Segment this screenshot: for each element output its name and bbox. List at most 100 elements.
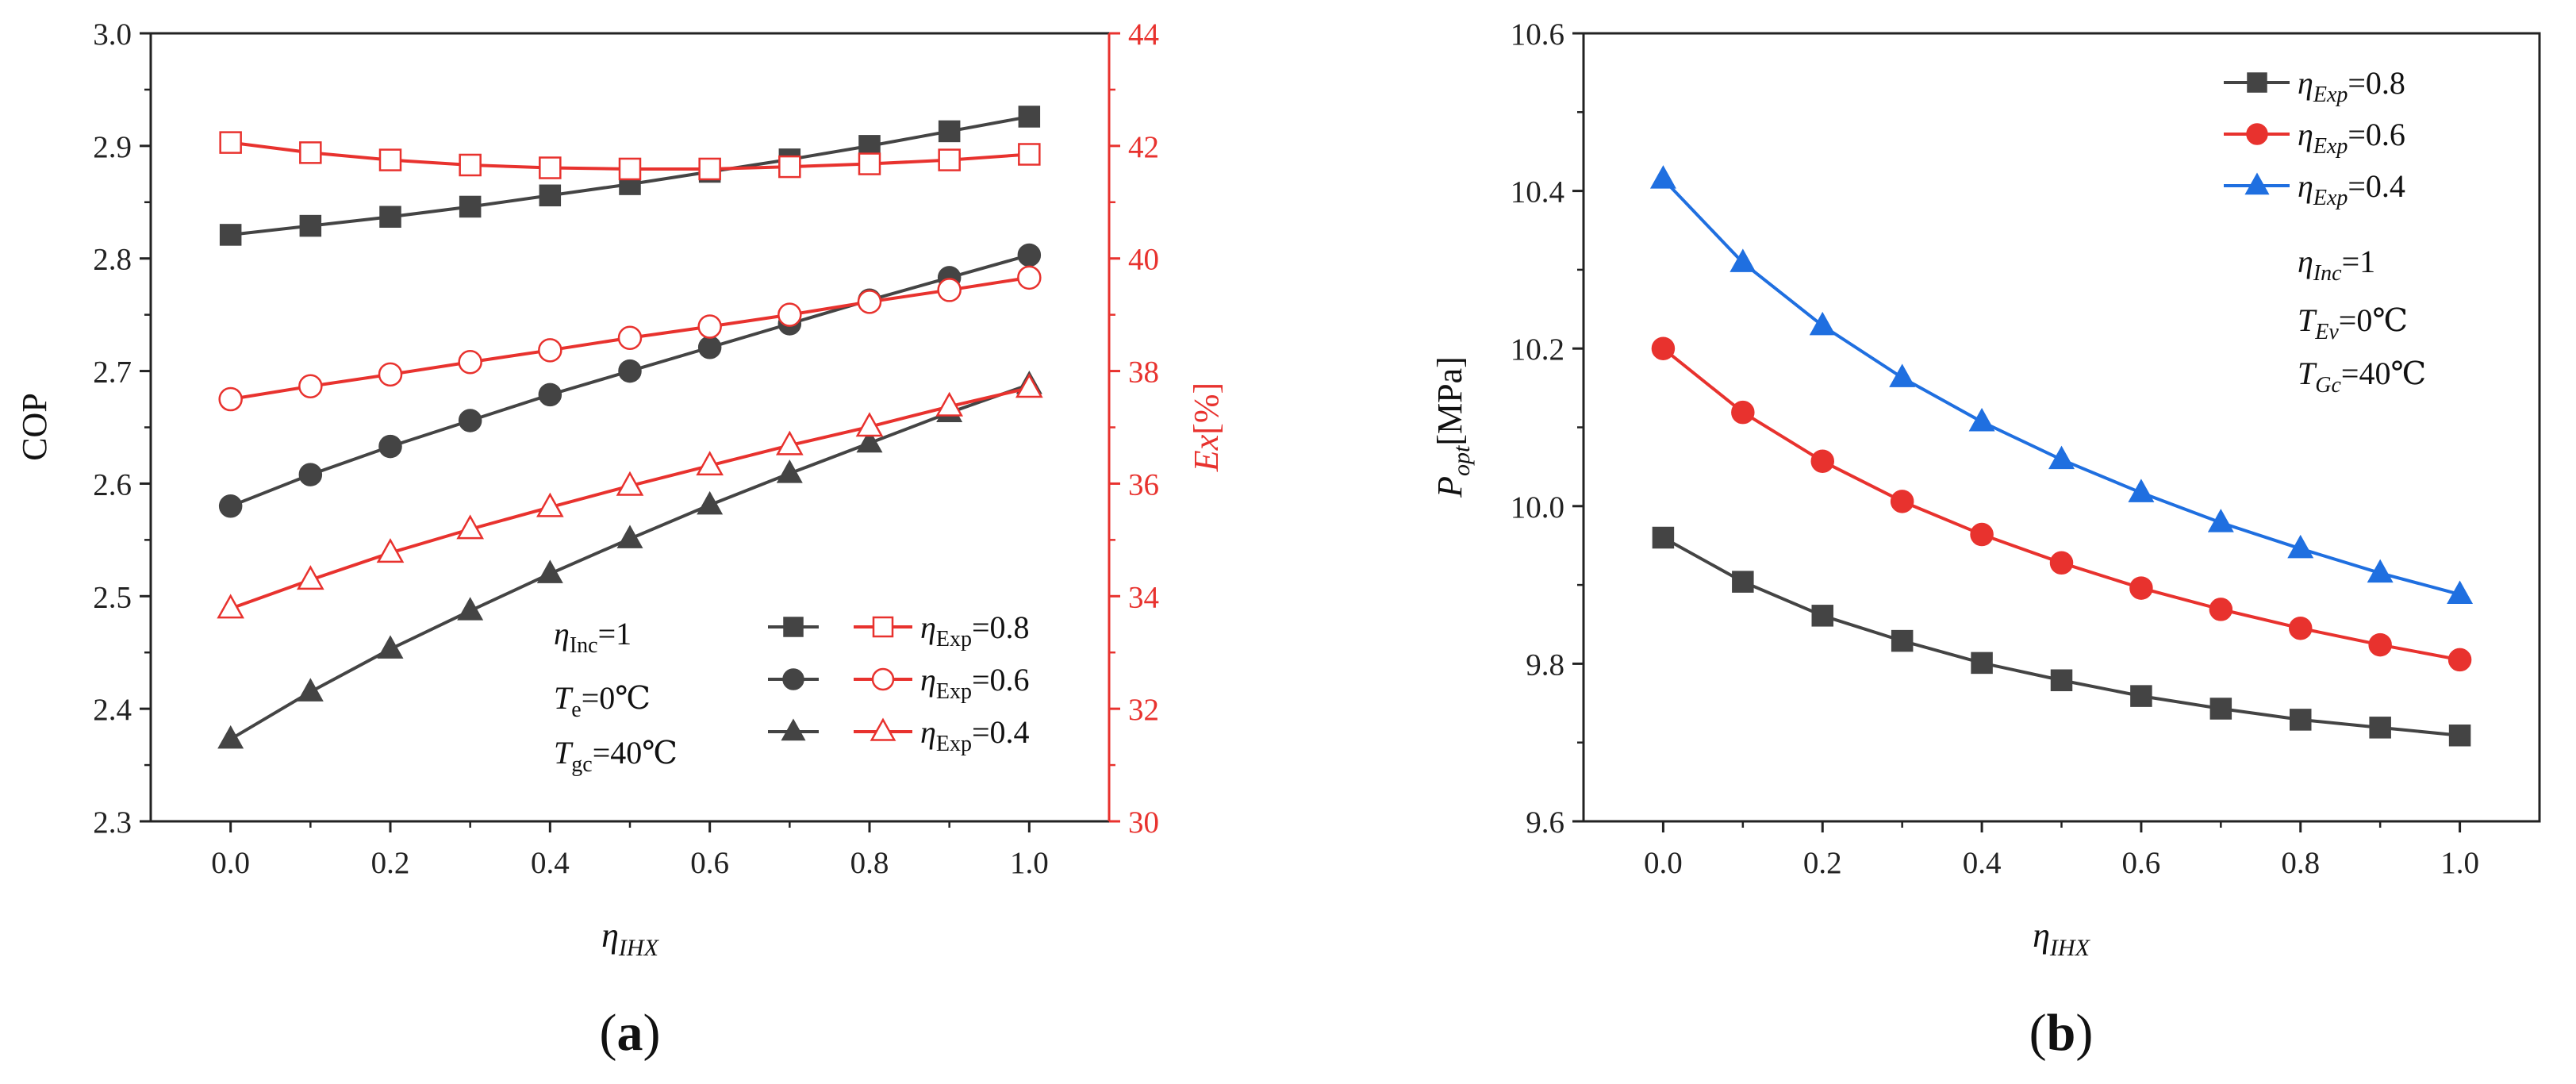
data-point <box>1968 408 1995 432</box>
x-tick-label: 0.0 <box>1644 846 1683 880</box>
data-point <box>2207 509 2234 532</box>
data-point <box>855 412 884 437</box>
data-point <box>2290 709 2312 731</box>
legend-b-entry-2: ηExp=0.6 <box>2298 117 2405 159</box>
annotation-tgc: Tgc=40℃ <box>554 735 678 777</box>
chart-b-ylabel: Popt[MPa] <box>1430 356 1475 498</box>
data-point <box>937 278 962 302</box>
legend-a-entry-3: ηExp=0.4 <box>920 714 1030 756</box>
data-point <box>299 214 322 237</box>
x-tick-label: 0.2 <box>1803 846 1842 880</box>
data-point <box>1889 363 1916 387</box>
y-tick-label: 10.2 <box>1511 333 1564 367</box>
data-point <box>299 141 322 164</box>
data-point <box>219 224 242 246</box>
legend-a-marker-ex <box>871 667 895 691</box>
y-tick-label: 2.7 <box>93 356 132 390</box>
y-tick-label: 32 <box>1128 693 1159 727</box>
data-point <box>219 131 242 154</box>
data-point <box>2289 616 2313 640</box>
legend-b-marker <box>2244 172 2270 195</box>
data-point <box>2287 534 2314 559</box>
chart-b-legend: ηExp=0.8 ηExp=0.6 ηExp=0.4 <box>2224 65 2405 210</box>
data-point <box>377 635 404 659</box>
data-point <box>857 290 882 314</box>
legend-a-entry-2: ηExp=0.6 <box>920 662 1030 704</box>
data-point <box>2209 598 2233 621</box>
data-point <box>938 120 961 143</box>
data-point <box>776 459 803 483</box>
chart-b-y-ticks: 9.6 9.8 10.0 10.2 10.4 10.6 <box>1511 17 1584 840</box>
chart-b-xlabel: ηIHX <box>2033 916 2090 961</box>
data-point <box>538 338 562 363</box>
y-tick-label: 10.4 <box>1511 175 1564 209</box>
chart-a-ylabel-right: Ex[%] <box>1187 382 1226 472</box>
chart-b-x-ticks: 0.0 0.2 0.4 0.6 0.8 1.0 <box>1644 821 2479 880</box>
data-point <box>2368 632 2392 657</box>
data-point <box>1811 605 1833 627</box>
data-point <box>2049 551 2074 575</box>
data-point <box>217 594 244 619</box>
legend-a-entry-1: ηExp=0.8 <box>920 609 1030 652</box>
data-point <box>1970 522 1994 547</box>
data-point <box>536 492 564 517</box>
data-point <box>1971 652 1993 675</box>
data-point <box>1017 243 1042 267</box>
data-point <box>2129 576 2153 600</box>
legend-a-marker-cop <box>782 668 804 690</box>
data-point <box>698 157 721 181</box>
data-point <box>297 565 324 590</box>
data-point <box>379 206 401 228</box>
x-tick-label: 0.8 <box>2281 846 2320 880</box>
y-tick-label: 34 <box>1128 580 1159 614</box>
y-tick-label: 44 <box>1128 17 1159 52</box>
data-point <box>298 463 323 486</box>
series-line <box>229 386 1030 610</box>
x-tick-label: 1.0 <box>2440 846 2479 880</box>
legend-b-entry-3: ηExp=0.4 <box>2298 168 2405 210</box>
data-point <box>1890 490 1914 513</box>
legend-b-entry-1: ηExp=0.8 <box>2298 65 2405 107</box>
data-point <box>459 195 482 218</box>
chart-a-x-ticks: 0.0 0.2 0.4 0.6 0.8 1.0 <box>211 821 1049 880</box>
data-point <box>217 725 244 749</box>
data-point <box>298 374 323 398</box>
y-tick-label: 10.6 <box>1511 17 1564 52</box>
legend-a-marker-cop <box>783 617 804 637</box>
data-point <box>935 391 963 417</box>
chart-b-series <box>1649 165 2474 747</box>
data-point <box>456 514 484 540</box>
y-tick-label: 36 <box>1128 467 1159 502</box>
data-point <box>218 494 243 518</box>
data-point <box>1017 265 1042 290</box>
data-point <box>378 148 402 171</box>
chart-a-series <box>217 106 1043 749</box>
data-point <box>778 155 801 179</box>
data-point <box>616 525 643 548</box>
data-point <box>1809 311 1836 336</box>
chart-a: 0.0 0.2 0.4 0.6 0.8 1.0 2.3 2.4 2.5 2.6 2.7 2.8 2.9… <box>15 17 1226 1062</box>
y-tick-label: 2.5 <box>93 580 132 614</box>
data-point <box>1810 449 1834 473</box>
data-point <box>618 359 642 383</box>
annotation-tgc-b: TGc=40℃ <box>2298 356 2426 398</box>
data-point <box>2447 580 2474 604</box>
data-point <box>856 429 883 453</box>
x-tick-label: 1.0 <box>1010 846 1049 880</box>
y-tick-label: 2.4 <box>93 693 132 727</box>
x-tick-label: 0.0 <box>211 846 250 880</box>
legend-b-marker <box>2246 123 2268 145</box>
data-point <box>1649 165 1676 189</box>
data-point <box>1018 143 1041 166</box>
data-point <box>696 451 724 476</box>
y-tick-label: 30 <box>1128 805 1159 840</box>
y-tick-label: 10.0 <box>1511 490 1564 525</box>
annotation-te: Te=0℃ <box>554 680 651 722</box>
x-tick-label: 0.2 <box>371 846 410 880</box>
data-point <box>1731 400 1755 425</box>
x-tick-label: 0.4 <box>1963 846 2002 880</box>
data-point <box>1651 336 1676 360</box>
data-point <box>2369 717 2391 739</box>
data-point <box>218 386 243 412</box>
